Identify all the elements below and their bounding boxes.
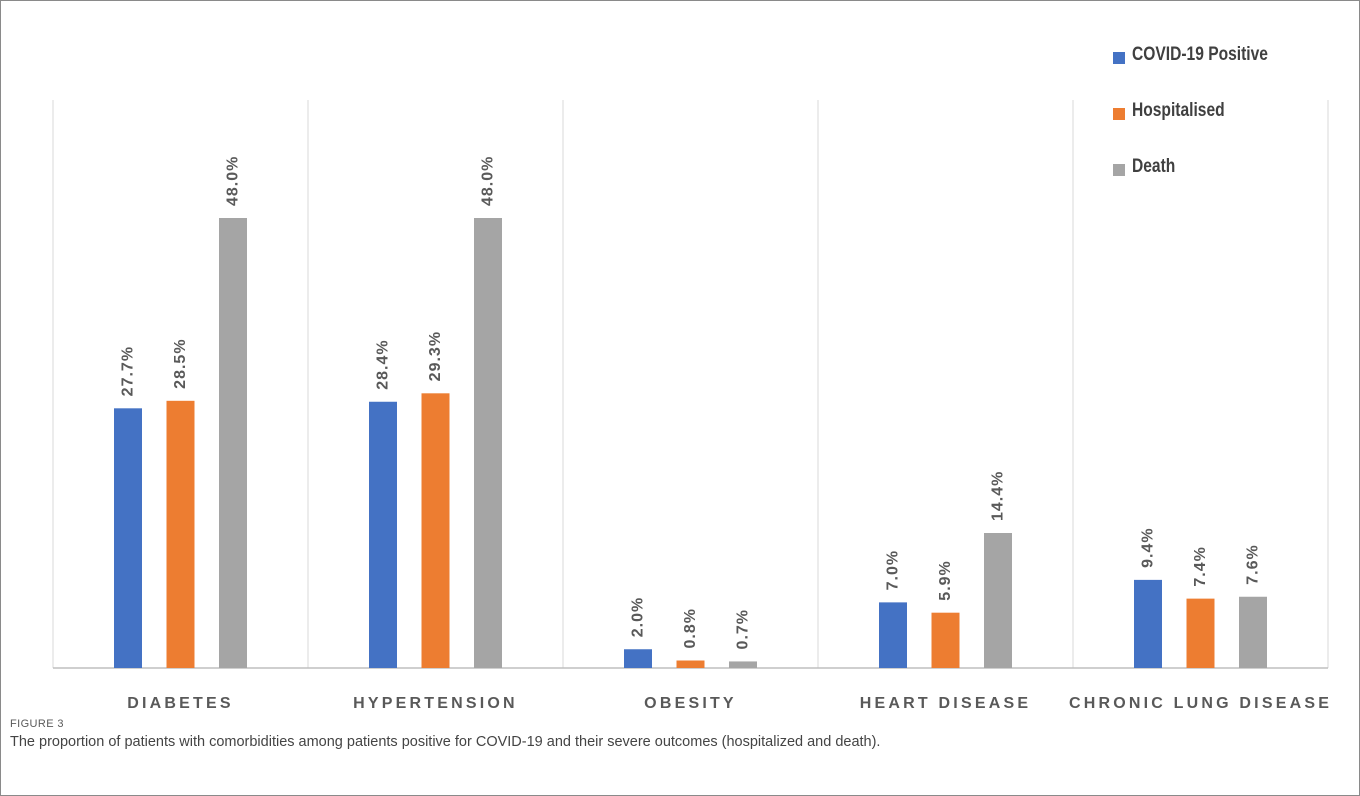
figure-number: FIGURE 3 (10, 718, 64, 730)
x-tick-label: OBESITY (644, 695, 737, 710)
legend-label: COVID-19 Positive (1132, 44, 1268, 65)
bar (1134, 579, 1162, 668)
legend-swatch (1113, 164, 1125, 176)
data-label: 48.0% (480, 156, 497, 206)
data-label: 9.4% (1140, 527, 1157, 567)
x-tick-label: HYPERTENSION (353, 695, 518, 710)
legend-label: Hospitalised (1132, 100, 1225, 121)
data-label: 0.8% (682, 608, 699, 648)
legend-swatch (1113, 52, 1125, 64)
bar (474, 218, 502, 668)
legend-label: Death (1132, 156, 1176, 177)
data-label: 7.6% (1245, 544, 1262, 584)
figure-caption: FIGURE 3 The proportion of patients with… (10, 718, 1350, 750)
x-tick-label: CHRONIC LUNG DISEASE (1069, 695, 1332, 710)
bar (1186, 598, 1215, 668)
bar (624, 649, 652, 668)
bar (114, 408, 142, 668)
bar (421, 393, 450, 668)
data-label: 0.7% (735, 609, 752, 649)
data-label: 48.0% (225, 156, 242, 206)
bar-chart: 27.7% 28.5% 48.0% DIABETES 28.4% 29.3% 48.0% HY… (52, 100, 1332, 710)
data-label: 14.4% (990, 471, 1007, 521)
data-label: 28.4% (375, 339, 392, 389)
bar (1239, 596, 1267, 668)
bar (219, 218, 247, 668)
data-label: 7.4% (1192, 546, 1209, 586)
data-label: 5.9% (937, 560, 954, 600)
bar (879, 602, 907, 668)
data-label: 7.0% (885, 550, 902, 590)
x-tick-label: DIABETES (127, 695, 234, 710)
bar (984, 533, 1012, 668)
data-label: 28.5% (172, 338, 189, 388)
figure-caption-text: The proportion of patients with comorbid… (10, 734, 881, 750)
bar (166, 400, 195, 668)
bar (369, 401, 397, 668)
legend-swatch (1113, 108, 1125, 120)
data-label: 27.7% (120, 346, 137, 396)
bar (931, 612, 960, 668)
bar (676, 660, 705, 668)
bar (729, 661, 757, 668)
data-label: 29.3% (427, 331, 444, 381)
data-label: 2.0% (630, 597, 647, 637)
x-tick-label: HEART DISEASE (860, 695, 1031, 710)
